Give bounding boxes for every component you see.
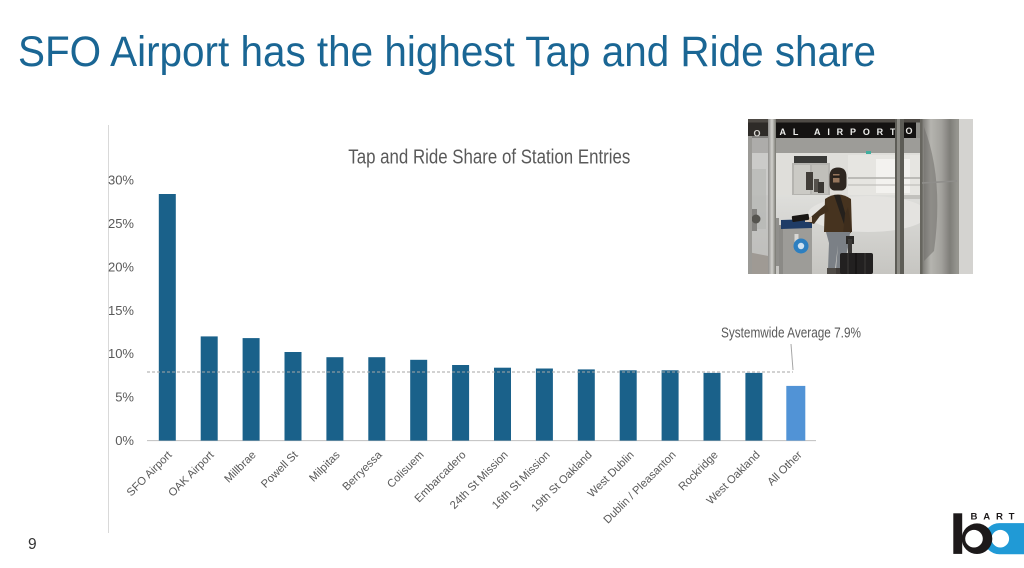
svg-text:AL AIRPORT: AL AIRPORT (780, 127, 897, 137)
svg-text:Millbrae: Millbrae (222, 449, 258, 485)
svg-text:Powell St: Powell St (259, 449, 301, 491)
svg-text:All Other: All Other (765, 449, 804, 488)
svg-text:0%: 0% (115, 433, 134, 448)
svg-text:Berryessa: Berryessa (341, 449, 386, 494)
svg-text:Systemwide Average 7.9%: Systemwide Average 7.9% (721, 325, 861, 342)
svg-text:Dublin / Pleasanton: Dublin / Pleasanton (602, 449, 679, 526)
svg-text:25%: 25% (108, 216, 134, 231)
svg-text:SFO Airport has the highest Ta: SFO Airport has the highest Tap and Ride… (18, 28, 876, 76)
svg-text:15%: 15% (108, 303, 134, 318)
svg-text:O: O (754, 128, 761, 138)
svg-text:Rockridge: Rockridge (677, 449, 721, 493)
svg-text:20%: 20% (108, 259, 134, 274)
svg-text:Tap and Ride Share of Station: Tap and Ride Share of Station Entries (348, 146, 630, 169)
svg-text:30%: 30% (108, 173, 134, 188)
svg-text:5%: 5% (115, 390, 134, 405)
svg-text:Colisuem: Colisuem (385, 449, 426, 490)
svg-text:Milpitas: Milpitas (307, 449, 343, 485)
svg-text:BART: BART (971, 512, 1021, 523)
svg-text:OAK Airport: OAK Airport (166, 449, 217, 500)
svg-text:O: O (906, 126, 913, 136)
svg-text:10%: 10% (108, 346, 134, 361)
